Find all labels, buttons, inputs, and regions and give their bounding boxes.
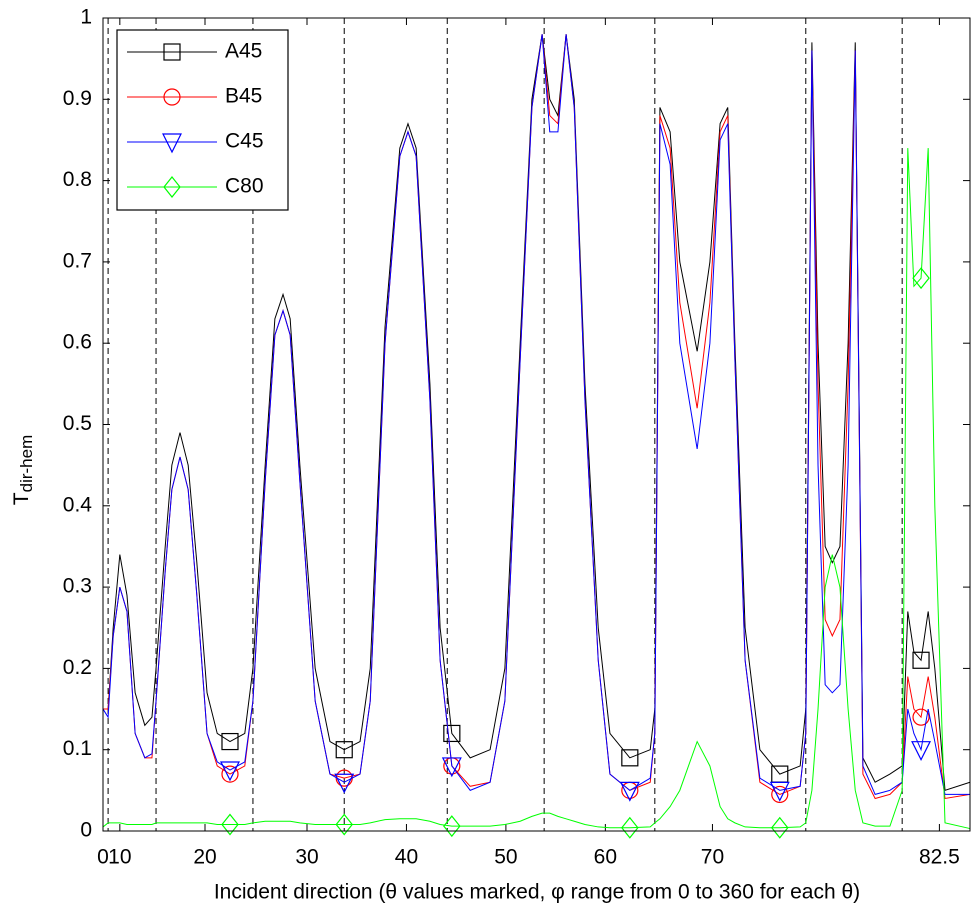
marker — [771, 816, 789, 839]
y-tick-label: 1 — [80, 6, 92, 29]
marker — [335, 741, 353, 759]
y-tick-label: 0.3 — [63, 575, 92, 598]
legend-marker — [163, 176, 181, 198]
marker — [621, 816, 639, 839]
marker — [221, 732, 239, 751]
y-axis-label-main: T — [10, 492, 33, 505]
x-tick-label: 20 — [193, 846, 216, 869]
marker — [912, 651, 930, 669]
x-tick-label: 82.5 — [919, 846, 960, 869]
y-tick-label: 0.9 — [63, 87, 92, 110]
legend-marker — [163, 88, 181, 106]
marker — [771, 785, 789, 804]
marker — [912, 267, 930, 290]
legend-marker — [163, 43, 181, 61]
legend-label: C80 — [225, 175, 264, 198]
marker — [912, 708, 930, 726]
legend-label: C45 — [225, 130, 264, 153]
x-tick-label: 70 — [701, 846, 724, 869]
marker — [443, 815, 461, 838]
y-axis-label: Tdir-hem — [10, 435, 37, 505]
plot-frame — [102, 17, 971, 832]
legend-label: B45 — [225, 85, 262, 108]
marker — [619, 781, 640, 802]
marker — [769, 781, 790, 802]
y-tick-label: 0.5 — [63, 412, 92, 435]
series-line — [102, 148, 971, 830]
marker — [220, 761, 240, 782]
marker — [443, 724, 461, 743]
marker — [621, 749, 639, 767]
y-tick-label: 0.4 — [63, 493, 93, 516]
y-tick-label: 0.8 — [63, 168, 92, 191]
marker — [221, 813, 239, 836]
x-tick-label: 10 — [108, 846, 131, 869]
marker — [441, 757, 462, 778]
x-tick-label: 30 — [295, 846, 318, 869]
y-tick-label: 0.7 — [63, 249, 92, 272]
x-tick-label: 0 — [97, 846, 109, 869]
y-tick-label: 0 — [80, 819, 92, 842]
x-axis-label: Incident direction (θ values marked, φ r… — [214, 881, 860, 904]
legend-box — [116, 29, 289, 211]
series-line — [102, 34, 970, 796]
legend-marker — [162, 133, 182, 154]
marker — [335, 813, 353, 836]
x-tick-label: 60 — [594, 846, 617, 869]
y-tick-label: 0.2 — [63, 656, 92, 679]
x-tick-label: 50 — [494, 846, 517, 869]
x-tick-label: 40 — [395, 846, 418, 869]
y-tick-label: 0.6 — [63, 331, 92, 354]
y-tick-label: 0.1 — [63, 737, 92, 760]
marker — [221, 765, 239, 783]
y-axis-label-subscript: dir-hem — [17, 435, 36, 493]
legend-label: A45 — [225, 40, 262, 63]
marker — [911, 741, 932, 762]
legend: A45 B45 C45 C80 — [116, 29, 289, 211]
marker — [334, 773, 355, 794]
